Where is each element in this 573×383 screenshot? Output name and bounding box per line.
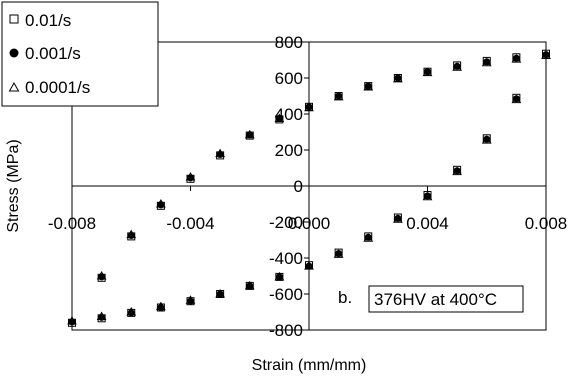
data-point-triangle [156,198,166,208]
data-point-triangle [511,54,522,63]
legend-label: 0.0001/s [25,78,90,97]
data-point-circle [483,58,491,66]
x-axis-title: Strain (mm/mm) [252,357,367,374]
data-point-circle [453,167,461,175]
data-point-triangle [274,113,285,122]
x-tick-label: 0.004 [406,214,449,233]
data-point-triangle [96,270,107,280]
y-tick-label: -600 [269,285,303,304]
legend-triangle-marker [8,81,20,92]
data-point-triangle [185,295,196,304]
x-tick-label: -0.004 [166,214,214,233]
data-point-circle [453,62,461,70]
data-point-circle [542,51,550,59]
data-point-triangle [274,271,285,281]
y-tick-label: 200 [275,141,303,160]
data-point-triangle [244,280,255,290]
data-point-circle [394,214,402,222]
data-point-triangle [333,91,344,101]
data-point-triangle [363,233,374,242]
data-points [67,49,551,327]
x-tick-marks [71,186,547,191]
data-point-triangle [481,57,492,67]
panel-label: b. [338,288,352,307]
data-point-triangle [541,50,551,59]
data-point-circle [424,68,431,76]
data-point-triangle [511,94,522,104]
data-point-triangle [185,171,196,181]
annotation-box [368,285,524,313]
data-point-triangle [481,135,492,144]
data-point-triangle [304,261,314,270]
data-point-triangle [304,102,314,112]
x-tick-label: 0.000 [288,214,331,233]
data-point-triangle [393,73,403,83]
data-point-triangle [67,315,77,325]
data-point-circle [424,192,431,200]
data-point-circle [305,103,313,111]
data-point-triangle [126,306,137,316]
y-tick-label: 0 [294,177,303,196]
data-point-circle [364,233,372,241]
legend-label: 0.01/s [25,11,71,30]
data-point-triangle [452,166,462,176]
data-point-triangle [215,288,225,298]
data-point-circle [394,74,402,82]
data-point-triangle [393,214,403,223]
data-point-circle [364,82,372,90]
data-point-triangle [244,129,255,139]
data-point-triangle [215,148,225,158]
data-point-circle [512,95,520,103]
y-axis-title: Stress (MPa) [5,139,22,232]
data-point-circle [483,135,491,143]
data-point-triangle [422,191,433,201]
legend: 0.01/s 0.001/s 0.0001/s [1,1,159,107]
data-point-circle [335,92,343,100]
y-tick-label: -800 [269,321,303,340]
y-tick-label: -200 [269,213,303,232]
x-tick-label: -0.008 [48,214,96,233]
y-tick-label: 800 [275,33,303,52]
legend-box [1,1,159,107]
data-point-circle [512,54,520,62]
data-point-triangle [156,301,166,311]
x-tick-label: 0.008 [525,214,568,233]
legend-circle-marker [9,48,19,58]
data-point-triangle [363,81,374,91]
legend-label: 0.001/s [25,44,81,63]
data-point-triangle [96,311,107,320]
data-point-circle [335,250,343,257]
y-tick-marks [304,41,309,331]
legend-square-marker [9,14,19,24]
data-point-triangle [126,229,137,239]
annotation-text: 376HV at 400°C [374,290,497,309]
data-point-triangle [452,62,462,71]
data-point-triangle [333,249,344,258]
data-point-triangle [422,67,433,77]
y-tick-label: 600 [275,69,303,88]
y-tick-label: -400 [269,249,303,268]
